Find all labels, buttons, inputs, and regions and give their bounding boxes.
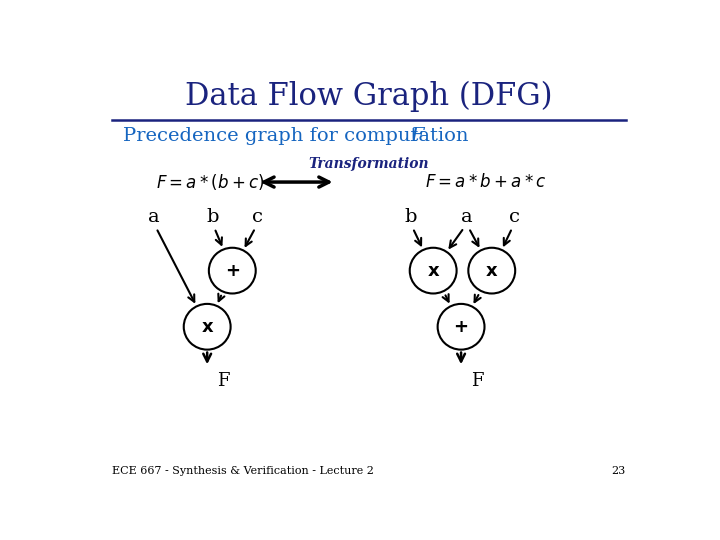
Text: c: c (252, 207, 263, 226)
Ellipse shape (410, 248, 456, 294)
Text: $\mathit{F = a*b + a*c}$: $\mathit{F = a*b + a*c}$ (425, 173, 546, 191)
Text: b: b (405, 207, 417, 226)
Text: x: x (486, 261, 498, 280)
Text: $\mathit{F = a*(b + c)}$: $\mathit{F = a*(b + c)}$ (156, 172, 264, 192)
Text: a: a (461, 207, 472, 226)
Text: Transformation: Transformation (309, 157, 429, 171)
Ellipse shape (184, 304, 230, 349)
Text: F: F (217, 373, 230, 390)
Ellipse shape (438, 304, 485, 349)
Text: Precedence graph for computation: Precedence graph for computation (124, 127, 475, 145)
Text: x: x (428, 261, 439, 280)
Text: x: x (202, 318, 213, 336)
Text: ECE 667 - Synthesis & Verification - Lecture 2: ECE 667 - Synthesis & Verification - Lec… (112, 467, 374, 476)
Text: F: F (471, 373, 484, 390)
Text: F: F (410, 127, 424, 145)
Text: +: + (225, 261, 240, 280)
Text: +: + (454, 318, 469, 336)
Text: a: a (148, 207, 160, 226)
Text: b: b (207, 207, 219, 226)
Text: c: c (508, 207, 520, 226)
Ellipse shape (468, 248, 516, 294)
Text: Data Flow Graph (DFG): Data Flow Graph (DFG) (185, 80, 553, 112)
Text: 23: 23 (611, 467, 626, 476)
Ellipse shape (209, 248, 256, 294)
